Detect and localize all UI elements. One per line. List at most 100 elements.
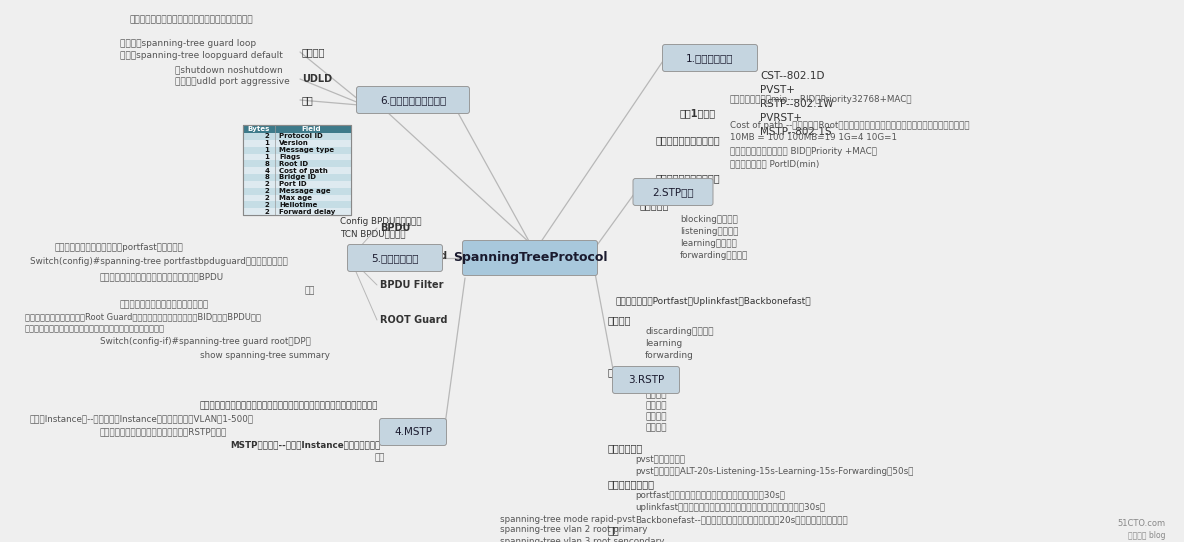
Text: Flags: Flags: [279, 154, 301, 160]
Text: 它会立即堵塞该端口，使之不能形成环路或改变交换网络结构。: 它会立即堵塞该端口，使之不能形成环路或改变交换网络结构。: [25, 325, 165, 333]
FancyBboxPatch shape: [612, 366, 680, 393]
Text: MSTP--802.1S: MSTP--802.1S: [760, 127, 831, 137]
FancyBboxPatch shape: [243, 147, 350, 153]
FancyBboxPatch shape: [243, 153, 350, 160]
Text: 指定端口: 指定端口: [645, 390, 667, 399]
Text: 2: 2: [265, 202, 270, 208]
Text: 配置: 配置: [305, 287, 315, 295]
Text: 防止交换设备意外连接到启用portfast特性的端口: 防止交换设备意外连接到启用portfast特性的端口: [54, 243, 184, 253]
Text: Forward delay: Forward delay: [279, 209, 335, 215]
Text: PVRST+: PVRST+: [760, 113, 802, 123]
Text: 配置: 配置: [375, 454, 386, 462]
Text: Message type: Message type: [279, 147, 334, 153]
Text: 端口下：udld port aggressive: 端口下：udld port aggressive: [175, 78, 290, 87]
Text: 禁用端口: 禁用端口: [645, 423, 667, 433]
Text: 实例（Instance）--一个实例（Instance）可以包含多个VLAN（1-500）: 实例（Instance）--一个实例（Instance）可以包含多个VLAN（1…: [30, 415, 255, 423]
Text: 4: 4: [264, 167, 270, 173]
Text: 选单1个根桥: 选单1个根桥: [680, 108, 716, 118]
Text: 2: 2: [265, 195, 270, 201]
Text: 主要目的：降低与网络的物理拓扑相匹配的生成树实例的总数，减少资源消耗: 主要目的：降低与网络的物理拓扑相匹配的生成树实例的总数，减少资源消耗: [200, 402, 379, 410]
Text: Backbonefast--检测间接线路失效问题（加速收敛20s），应用于所有交换机: Backbonefast--检测间接线路失效问题（加速收敛20s），应用于所有交…: [635, 515, 848, 525]
Text: 2: 2: [265, 188, 270, 194]
Text: spanning-tree mode rapid-pvst: spanning-tree mode rapid-pvst: [500, 514, 636, 524]
Text: 如果相同则比较 PortID(min): 如果相同则比较 PortID(min): [731, 159, 819, 169]
Text: 根桥的选举规则：min----RID（Priority32768+MAC）: 根桥的选举规则：min----RID（Priority32768+MAC）: [731, 95, 913, 105]
Text: 选择各个网段的指定端口: 选择各个网段的指定端口: [656, 173, 721, 183]
FancyBboxPatch shape: [463, 241, 598, 275]
Text: 接口的状态: 接口的状态: [641, 200, 669, 210]
Text: Field: Field: [301, 126, 321, 132]
Text: RSTP--802.1W: RSTP--802.1W: [760, 99, 834, 109]
Text: uplinkfast：检测链路失效问题，应用于接入层交换机（加速收敛30s）: uplinkfast：检测链路失效问题，应用于接入层交换机（加速收敛30s）: [635, 504, 825, 513]
FancyBboxPatch shape: [380, 418, 446, 446]
Text: spanning-tree vlan 3 root sencondary: spanning-tree vlan 3 root sencondary: [500, 537, 664, 542]
FancyBboxPatch shape: [243, 140, 350, 147]
Text: 工作原理：当一个端口启用Root Guard特性，则当它收到一个比根桥BID更优的BPDU时，: 工作原理：当一个端口启用Root Guard特性，则当它收到一个比根桥BID更优…: [25, 313, 260, 321]
Text: 替代端口: 替代端口: [645, 402, 667, 410]
Text: Hellotime: Hellotime: [279, 202, 317, 208]
Text: 配置: 配置: [609, 525, 619, 535]
Text: 1: 1: [264, 147, 270, 153]
Text: 6.避免转发环路和黑洞: 6.避免转发环路和黑洞: [380, 95, 446, 105]
FancyBboxPatch shape: [243, 160, 350, 167]
FancyBboxPatch shape: [243, 208, 350, 215]
Text: 端口状态: 端口状态: [609, 315, 631, 325]
Text: 防止接入端口上的交换机成为根交换机: 防止接入端口上的交换机成为根交换机: [120, 300, 210, 309]
Text: 相同则比较上游交换机的 BID（Priority +MAC）: 相同则比较上游交换机的 BID（Priority +MAC）: [731, 146, 877, 156]
FancyBboxPatch shape: [243, 188, 350, 195]
Text: 全局：spanning-tree loopguard default: 全局：spanning-tree loopguard default: [120, 50, 283, 60]
Text: learning: learning: [645, 339, 682, 349]
Text: Cost of path --到达根桥（Root）开销最小的端口为根端口（每台交换机有且只有一个）: Cost of path --到达根桥（Root）开销最小的端口为根端口（每台交…: [731, 120, 970, 130]
Text: 接口下：spanning-tree guard loop: 接口下：spanning-tree guard loop: [120, 38, 256, 48]
Text: 1: 1: [264, 154, 270, 160]
FancyBboxPatch shape: [243, 201, 350, 208]
Text: TCN BPDU（可靠）: TCN BPDU（可靠）: [340, 229, 406, 238]
FancyBboxPatch shape: [243, 174, 350, 181]
Text: 8: 8: [264, 175, 270, 180]
FancyBboxPatch shape: [633, 178, 713, 205]
Text: 2: 2: [265, 209, 270, 215]
Text: ROOT Guard: ROOT Guard: [380, 315, 448, 325]
Text: 对比: 对比: [302, 95, 314, 105]
Text: discarding（丢弃）: discarding（丢弃）: [645, 327, 714, 337]
Text: learning（学习）: learning（学习）: [680, 238, 736, 248]
FancyBboxPatch shape: [243, 125, 350, 215]
Text: Switch(config-if)#spanning-tree guard root（DP）: Switch(config-if)#spanning-tree guard ro…: [99, 337, 311, 345]
FancyBboxPatch shape: [663, 44, 758, 72]
Text: Config BPDU（不可靠）: Config BPDU（不可靠）: [340, 217, 422, 227]
FancyBboxPatch shape: [243, 125, 350, 133]
Text: 10MB = 100 100MB=19 1G=4 10G=1: 10MB = 100 100MB=19 1G=4 10G=1: [731, 133, 897, 143]
Text: 其他特征（根桥选举、端口角色等都和RSTP一致）: 其他特征（根桥选举、端口角色等都和RSTP一致）: [99, 428, 227, 436]
Text: 4.MSTP: 4.MSTP: [394, 427, 432, 437]
Text: 提高收敛速度（Portfast、Uplinkfast、Backbonefast）: 提高收敛速度（Portfast、Uplinkfast、Backbonefast）: [616, 298, 811, 306]
Text: 2: 2: [265, 181, 270, 187]
Text: 要shutdown noshutdown: 要shutdown noshutdown: [175, 66, 283, 74]
Text: Protocol ID: Protocol ID: [279, 133, 323, 139]
Text: 1: 1: [264, 140, 270, 146]
Text: Switch(config)#spanning-tree portfastbpduguard（不能自动恢复）: Switch(config)#spanning-tree portfastbpd…: [30, 256, 288, 266]
Text: blocking（阻塞）: blocking（阻塞）: [680, 215, 738, 223]
Text: Version: Version: [279, 140, 309, 146]
FancyBboxPatch shape: [243, 133, 350, 140]
FancyBboxPatch shape: [243, 167, 350, 174]
FancyBboxPatch shape: [356, 87, 470, 113]
Text: 备份端口: 备份端口: [645, 412, 667, 422]
Text: listening（侦听）: listening（侦听）: [680, 227, 739, 236]
Text: forwarding（转发）: forwarding（转发）: [680, 250, 748, 260]
Text: BPDU Filter: BPDU Filter: [380, 280, 444, 290]
Text: Root ID: Root ID: [279, 161, 308, 167]
FancyBboxPatch shape: [243, 195, 350, 201]
Text: Message age: Message age: [279, 188, 330, 194]
Text: 51CTO.com: 51CTO.com: [1117, 519, 1165, 528]
Text: 通过避免桥接环路的产生，来提高二层网络的稳定性: 通过避免桥接环路的产生，来提高二层网络的稳定性: [130, 16, 253, 24]
Text: Max age: Max age: [279, 195, 313, 201]
Text: CST--802.1D: CST--802.1D: [760, 71, 824, 81]
Text: 根端口: 根端口: [645, 379, 661, 389]
FancyBboxPatch shape: [347, 244, 443, 272]
Text: 能够限制交换机不向接入端口发送不必要的BPDU: 能够限制交换机不向接入端口发送不必要的BPDU: [99, 273, 224, 281]
Text: 技术同事 blog: 技术同事 blog: [1127, 531, 1165, 539]
Text: 2: 2: [265, 133, 270, 139]
Text: PVST+: PVST+: [760, 85, 794, 95]
Text: 环路防护: 环路防护: [302, 47, 326, 57]
Text: forwarding: forwarding: [645, 352, 694, 360]
